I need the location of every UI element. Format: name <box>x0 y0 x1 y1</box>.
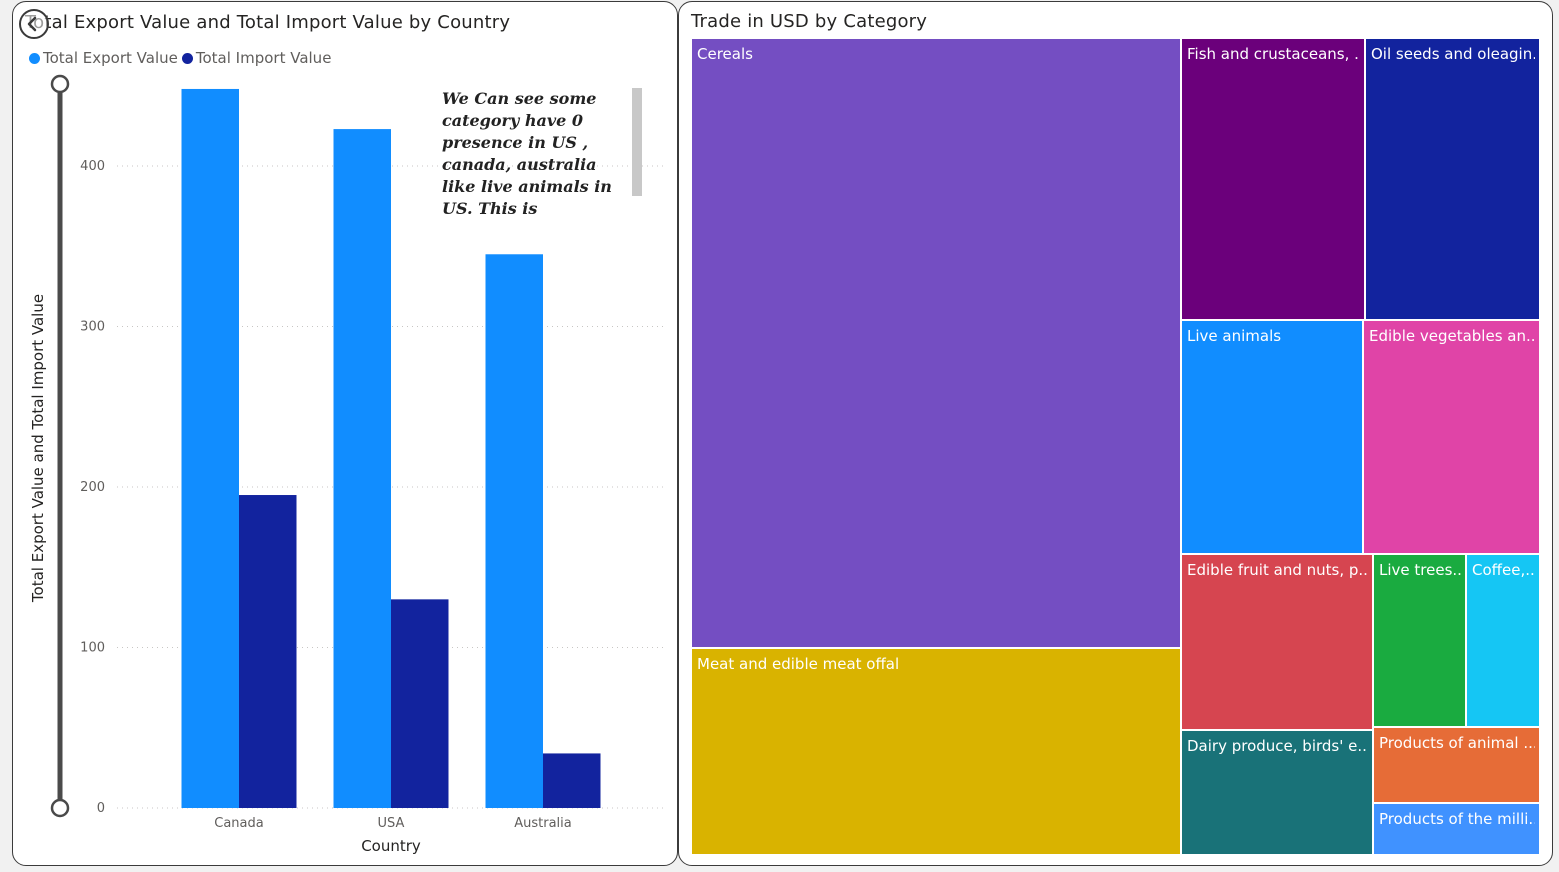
legend-label-export: Total Export Value <box>43 49 178 67</box>
treemap-tile-meat-and-edible-meat-offal[interactable]: Meat and edible meat offal <box>691 648 1181 855</box>
treemap-tile-fish-and-crustaceans[interactable]: Fish and crustaceans, ... <box>1181 38 1365 320</box>
treemap-visual: Trade in USD by Category Cereals Meat and… <box>678 1 1553 866</box>
bar-import-usa[interactable] <box>391 599 449 808</box>
annotation-text-box: We Can see some category have 0 presence… <box>442 89 612 218</box>
x-tick-label: Australia <box>514 816 572 831</box>
treemap-tile-label: Edible vegetables an... <box>1369 327 1535 345</box>
legend-item-import[interactable]: Total Import Value <box>181 49 332 67</box>
y-axis-title: Total Export Value and Total Import Valu… <box>29 294 47 603</box>
legend-marker-export <box>29 52 40 64</box>
treemap-tile-label: Live trees... <box>1379 561 1461 579</box>
treemap-tile-edible-vegetables-an[interactable]: Edible vegetables an... <box>1363 320 1540 554</box>
treemap-tile-edible-fruit-and-nuts-p[interactable]: Edible fruit and nuts, p... <box>1181 554 1373 730</box>
x-tick-label: USA <box>378 816 405 831</box>
y-tick-label: 300 <box>80 320 105 335</box>
zoom-slider-handle-bottom[interactable] <box>50 798 70 818</box>
bar-export-australia[interactable] <box>485 254 544 808</box>
x-tick-label: Canada <box>214 816 263 831</box>
treemap-tile-label: Fish and crustaceans, ... <box>1187 45 1360 63</box>
bar-import-australia[interactable] <box>543 753 601 808</box>
treemap-title: Trade in USD by Category <box>691 11 928 32</box>
bar-chart-title: Total Export Value and Total Import Valu… <box>25 12 511 33</box>
treemap-tile-live-trees[interactable]: Live trees... <box>1373 554 1466 727</box>
treemap-tile-products-of-animal[interactable]: Products of animal ... <box>1373 727 1540 803</box>
bar-export-usa[interactable] <box>333 129 392 809</box>
y-tick-label: 0 <box>97 801 105 816</box>
arrow-left-icon <box>27 16 37 32</box>
treemap-tile-coffee[interactable]: Coffee,... <box>1466 554 1540 727</box>
treemap-tile-products-of-the-milli[interactable]: Products of the milli... <box>1373 803 1540 855</box>
treemap-tile-label: Edible fruit and nuts, p... <box>1187 561 1368 579</box>
zoom-slider-handle-top[interactable] <box>50 74 70 94</box>
y-tick-label: 200 <box>80 480 105 495</box>
x-axis-title: Country <box>361 837 421 855</box>
bar-import-canada[interactable] <box>239 495 297 808</box>
treemap-tile-live-animals[interactable]: Live animals <box>1181 320 1363 554</box>
y-tick-label: 400 <box>80 159 105 174</box>
treemap-tile-label: Products of animal ... <box>1379 734 1535 752</box>
chart-legend: Total Export Value Total Import Value <box>29 49 335 67</box>
bar-export-canada[interactable] <box>181 88 240 808</box>
treemap-tile-cereals[interactable]: Cereals <box>691 38 1181 648</box>
treemap-tile-oil-seeds-and-oleagin[interactable]: Oil seeds and oleagin... <box>1365 38 1540 320</box>
back-button[interactable] <box>19 9 49 39</box>
treemap-tile-label: Live animals <box>1187 327 1282 345</box>
bar-chart-visual: 0 100 200 300 400 Canada USA Australia Country To… <box>12 1 678 866</box>
treemap-tile-label: Oil seeds and oleagin... <box>1371 45 1535 63</box>
treemap-tile-dairy-produce-birds-e[interactable]: Dairy produce, birds' e... <box>1181 730 1373 855</box>
treemap-tile-label: Coffee,... <box>1472 561 1535 579</box>
treemap-tile-label: Dairy produce, birds' e... <box>1187 737 1368 755</box>
treemap-tile-label: Cereals <box>697 45 753 63</box>
legend-item-export[interactable]: Total Export Value <box>29 49 178 67</box>
annotation-scrollbar[interactable] <box>632 88 642 196</box>
treemap-tile-label: Meat and edible meat offal <box>697 655 900 673</box>
y-tick-label: 100 <box>80 641 105 656</box>
treemap-area: Cereals Meat and edible meat offal Fish an… <box>691 38 1540 855</box>
treemap-tile-label: Products of the milli... <box>1379 810 1535 828</box>
bar-chart-canvas: 0 100 200 300 400 Canada USA Australia Country To… <box>29 74 663 855</box>
legend-label-import: Total Import Value <box>195 49 332 67</box>
legend-marker-import <box>181 52 193 64</box>
